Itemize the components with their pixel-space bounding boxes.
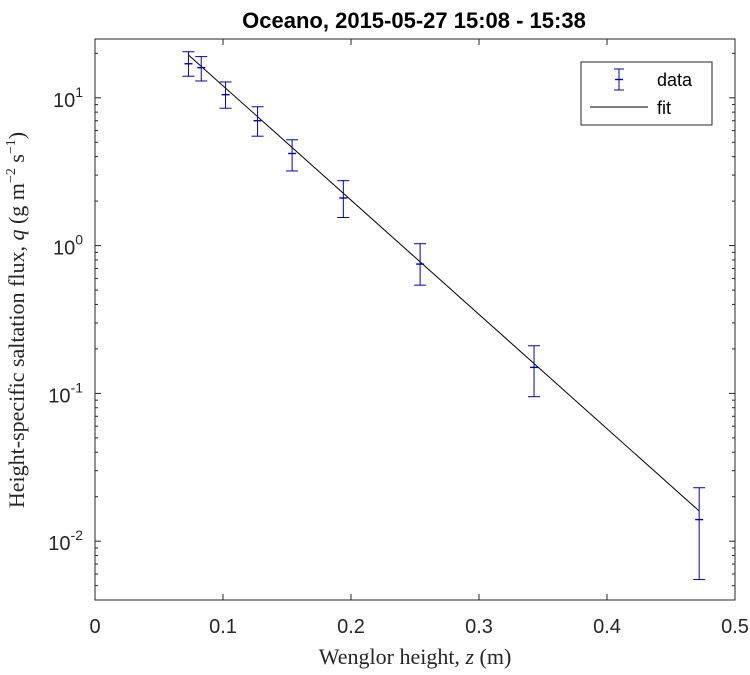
y-tick-label: 100 xyxy=(53,232,83,260)
data-point xyxy=(182,51,195,77)
data-point xyxy=(219,81,232,109)
data-point xyxy=(286,139,299,172)
series-layer xyxy=(182,51,706,581)
x-tick-label: 0 xyxy=(89,616,100,638)
plot-area xyxy=(94,38,736,601)
fit-line xyxy=(188,54,700,512)
legend-label-data: data xyxy=(657,70,693,90)
x-tick-label: 0.4 xyxy=(593,616,621,638)
x-tick-label: 0.2 xyxy=(337,616,365,638)
data-point xyxy=(693,487,706,581)
x-tick-label: 0.3 xyxy=(465,616,493,638)
legend-data-marker xyxy=(614,68,624,91)
legend-box xyxy=(580,61,713,126)
data-point xyxy=(337,180,350,218)
legend-label-fit: fit xyxy=(657,98,671,118)
y-axis-label: Height-specific saltation flux, q (g m−2… xyxy=(4,132,29,508)
y-tick-label: 10-2 xyxy=(48,527,83,555)
y-tick-label: 101 xyxy=(53,84,83,112)
x-tick-label: 0.1 xyxy=(209,616,237,638)
x-axis: 0 0.1 0.2 0.3 0.4 0.5 xyxy=(89,39,749,638)
legend: data fit xyxy=(580,61,713,126)
data-point xyxy=(251,106,264,137)
y-tick-label: 10-1 xyxy=(48,379,83,407)
y-axis: 10-2 10-1 100 101 xyxy=(48,52,735,601)
x-axis-label: Wenglor height, z (m) xyxy=(319,644,512,669)
data-point xyxy=(195,56,208,82)
data-point xyxy=(528,345,541,398)
data-point xyxy=(414,243,427,286)
chart-title: Oceano, 2015-05-27 15:08 - 15:38 xyxy=(242,8,586,33)
x-tick-label: 0.5 xyxy=(721,616,749,638)
